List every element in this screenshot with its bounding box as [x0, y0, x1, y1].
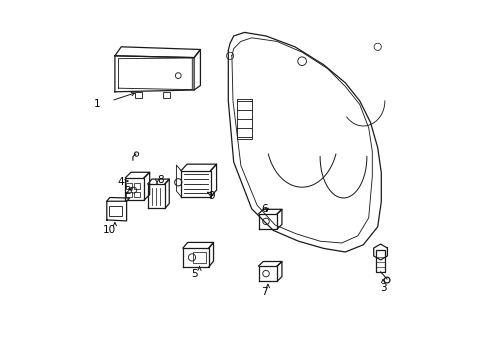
Text: 4: 4	[117, 177, 123, 187]
Text: 9: 9	[208, 191, 215, 201]
Text: 8: 8	[157, 175, 164, 185]
Text: 7: 7	[261, 287, 267, 297]
Bar	[126, 183, 132, 189]
Bar	[193, 252, 206, 263]
Text: 1: 1	[93, 99, 100, 109]
Text: 5: 5	[190, 269, 197, 279]
Bar	[375, 250, 384, 272]
Bar	[126, 192, 132, 197]
Bar	[109, 206, 122, 216]
Bar	[163, 92, 170, 98]
Text: 2: 2	[124, 186, 131, 196]
Text: 3: 3	[379, 283, 386, 293]
Bar	[135, 92, 142, 98]
Bar	[134, 192, 140, 197]
Bar	[134, 183, 140, 189]
Text: 6: 6	[261, 204, 267, 214]
Text: 10: 10	[103, 225, 116, 235]
